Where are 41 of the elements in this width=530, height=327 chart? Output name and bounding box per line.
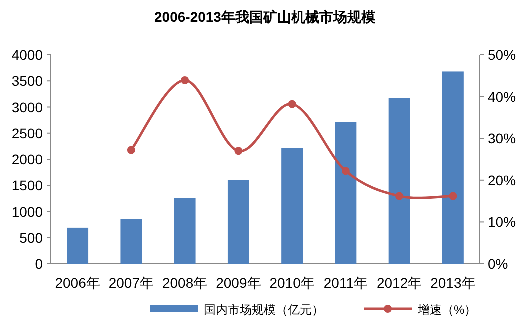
y-tick-label: 2000 bbox=[12, 152, 44, 168]
y-tick-label: 2500 bbox=[12, 125, 44, 142]
bar bbox=[282, 148, 304, 264]
x-tick-label: 2006年 bbox=[55, 275, 100, 291]
chart-title: 2006-2013年我国矿山机械市场规模 bbox=[154, 9, 376, 25]
x-tick-label: 2011年 bbox=[324, 275, 368, 291]
point bbox=[127, 146, 136, 154]
point bbox=[234, 147, 243, 156]
point bbox=[342, 167, 350, 176]
y2-tick-label: 30% bbox=[488, 130, 516, 147]
x-tick-label: 2009年 bbox=[216, 275, 262, 291]
bar bbox=[120, 219, 142, 264]
bar bbox=[67, 228, 89, 264]
point bbox=[449, 192, 458, 200]
bar bbox=[442, 72, 464, 264]
y2-tick-label: 10% bbox=[488, 214, 516, 230]
y-tick-label: 3000 bbox=[12, 99, 44, 116]
legend-label: 增速（%） bbox=[417, 303, 477, 317]
bar bbox=[174, 198, 196, 264]
y-tick-label: 0 bbox=[35, 256, 44, 272]
y2-tick-label: 40% bbox=[488, 88, 516, 105]
bar bbox=[388, 98, 410, 264]
y2-tick-label: 20% bbox=[488, 172, 516, 188]
point bbox=[396, 192, 404, 200]
x-tick-label: 2013年 bbox=[430, 275, 476, 291]
x-tick-label: 2012年 bbox=[376, 275, 422, 291]
y2-tick-label: 0% bbox=[488, 256, 508, 272]
x-tick-label: 2010年 bbox=[270, 275, 315, 291]
y2-tick-label: 50% bbox=[488, 47, 516, 63]
bar bbox=[335, 122, 357, 264]
y-tick-label: 1500 bbox=[12, 178, 44, 194]
point bbox=[181, 76, 190, 84]
legend-label: 国内市场规模（亿元） bbox=[204, 303, 324, 317]
point bbox=[288, 100, 296, 108]
bar bbox=[228, 180, 250, 264]
y-tick-label: 500 bbox=[20, 230, 44, 246]
x-tick-label: 2007年 bbox=[108, 275, 154, 291]
y-tick-label: 3500 bbox=[12, 73, 44, 90]
x-tick-label: 2008年 bbox=[162, 275, 208, 291]
y-tick-label: 1000 bbox=[12, 204, 44, 220]
y-tick-label: 4000 bbox=[12, 47, 44, 63]
